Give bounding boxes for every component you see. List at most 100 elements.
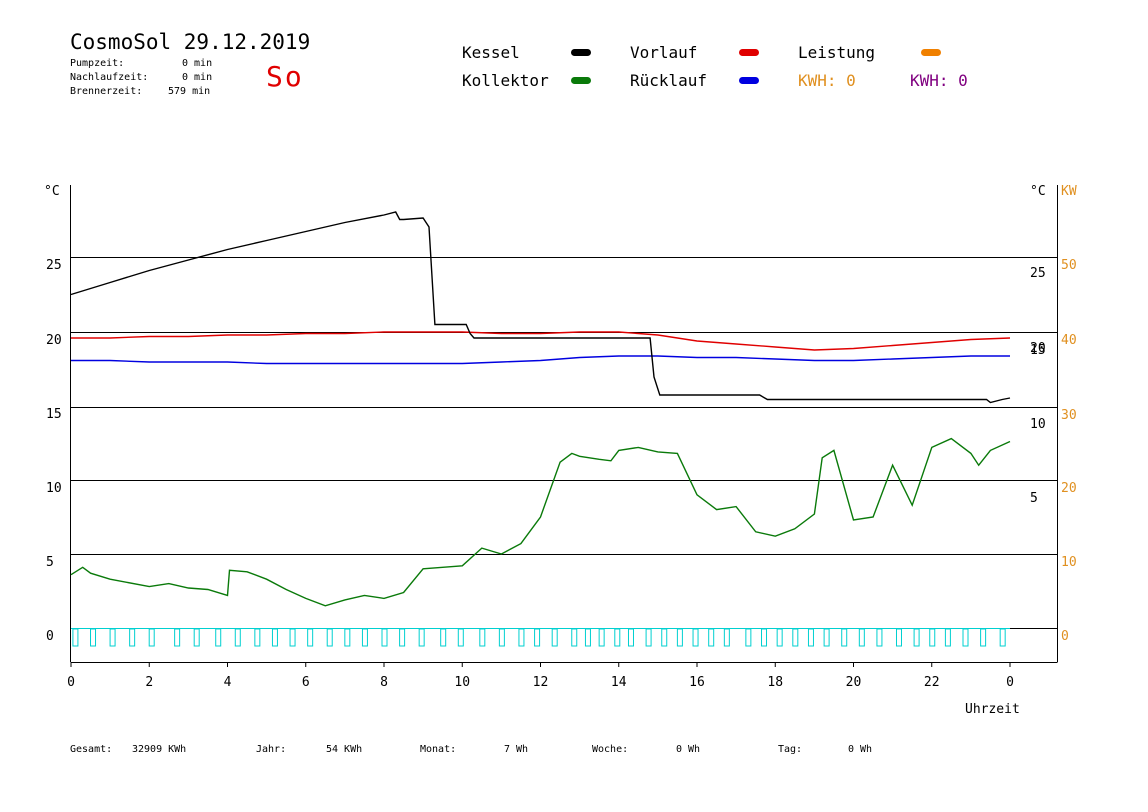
pump-marker [307, 628, 314, 647]
pump-marker [254, 628, 261, 647]
x-tick-label: 14 [611, 675, 627, 690]
pump-marker [215, 628, 222, 647]
kw-tick-label: 10 [1061, 555, 1077, 570]
y-tick-label-right: 10 [1030, 417, 1046, 432]
footer-year-value: 54 KWh [326, 744, 363, 755]
pump-marker [723, 628, 730, 647]
kw-tick-label: 30 [1061, 408, 1077, 423]
page-title: CosmoSol 29.12.2019 [70, 30, 311, 54]
pump-marker [193, 628, 200, 647]
footer-day-label: Tag: [778, 744, 803, 755]
pump-marker [148, 628, 155, 647]
pump-marker [962, 628, 969, 647]
pump-marker [518, 628, 525, 647]
series-kollektor [70, 437, 1011, 607]
pump-marker [692, 628, 699, 647]
kw-tick-label: 0 [1061, 629, 1069, 644]
right-axis-kw-unit: KW [1061, 184, 1077, 199]
after-run-time-label: Nachlaufzeit: [70, 72, 149, 83]
x-tick-label: 10 [454, 675, 470, 690]
burner-time-label: Brennerzeit: [70, 86, 143, 97]
footer-month-value: 7 Wh [504, 744, 529, 755]
x-tick-label: 0 [1006, 675, 1014, 690]
pump-marker [645, 628, 652, 647]
pump-marker [598, 628, 605, 647]
pump-marker [571, 628, 578, 647]
pump-marker [708, 628, 715, 647]
pump-marker [498, 628, 505, 647]
legend-kessel-label: Kessel [462, 43, 520, 62]
pump-time-value: 0 min [182, 58, 213, 69]
pump-marker [614, 628, 621, 647]
pump-marker [174, 628, 181, 647]
y-tick-label-left: 10 [46, 481, 62, 496]
pump-marker [876, 628, 883, 647]
pump-marker [944, 628, 951, 647]
legend-kessel-swatch [571, 49, 591, 56]
pump-marker [90, 628, 97, 647]
legend-kwh-purple: KWH: 0 [910, 71, 968, 90]
x-tick-label: 22 [924, 675, 940, 690]
pump-marker [999, 628, 1006, 647]
series-ruecklauf [71, 355, 1010, 365]
footer-week-value: 0 Wh [676, 744, 701, 755]
pump-marker [980, 628, 987, 647]
pump-marker [895, 628, 902, 647]
pump-marker [326, 628, 333, 647]
x-tick-label: 16 [689, 675, 705, 690]
x-tick-label: 8 [380, 675, 388, 690]
pump-marker [661, 628, 668, 647]
pump-marker [457, 628, 464, 647]
pump-marker [776, 628, 783, 647]
pump-marker [584, 628, 591, 647]
x-tick-label: 12 [533, 675, 549, 690]
x-tick-label: 18 [767, 675, 783, 690]
pump-marker [676, 628, 683, 647]
series-kessel [70, 211, 1011, 404]
x-axis-label: Uhrzeit [965, 702, 1020, 717]
pump-marker [234, 628, 241, 647]
footer-month-label: Monat: [420, 744, 457, 755]
y-tick-label-right: 15 [1030, 343, 1046, 358]
footer-week-label: Woche: [592, 744, 629, 755]
pump-marker [841, 628, 848, 647]
pump-marker [381, 628, 388, 647]
pump-marker [551, 628, 558, 647]
x-tick-label: 4 [224, 675, 232, 690]
burner-time-value: 579 min [168, 86, 211, 97]
pump-marker [399, 628, 406, 647]
legend-leistung-label: Leistung [798, 43, 876, 62]
pump-marker [344, 628, 351, 647]
pump-marker [913, 628, 920, 647]
pump-marker [129, 628, 136, 647]
legend-vorlauf-label: Vorlauf [630, 43, 698, 62]
y-tick-label-right: 25 [1030, 266, 1046, 281]
y-tick-label-left: 20 [46, 333, 62, 348]
pump-marker [823, 628, 830, 647]
pump-marker [761, 628, 768, 647]
pump-marker [627, 628, 634, 647]
after-run-time-value: 0 min [182, 72, 213, 83]
x-tick-label: 6 [302, 675, 310, 690]
pump-marker [929, 628, 936, 647]
legend-leistung-swatch [921, 49, 941, 56]
legend-kwh-orange: KWH: 0 [798, 71, 856, 90]
footer-total-label: Gesamt: [70, 744, 113, 755]
legend-kollektor-label: Kollektor [462, 71, 549, 90]
left-axis-unit: °C [44, 184, 60, 199]
kw-tick-label: 20 [1061, 481, 1077, 496]
kw-tick-label: 40 [1061, 333, 1077, 348]
pump-marker [792, 628, 799, 647]
pump-marker [858, 628, 865, 647]
footer-day-value: 0 Wh [848, 744, 873, 755]
legend-ruecklauf-label: Rücklauf [630, 71, 708, 90]
pump-marker [361, 628, 368, 647]
right-axis-unit: °C [1030, 184, 1046, 199]
legend-ruecklauf-swatch [739, 77, 759, 84]
pump-marker [418, 628, 425, 647]
y-tick-label-right: 5 [1030, 491, 1038, 506]
kw-tick-label: 50 [1061, 258, 1077, 273]
y-tick-label-left: 0 [46, 629, 54, 644]
